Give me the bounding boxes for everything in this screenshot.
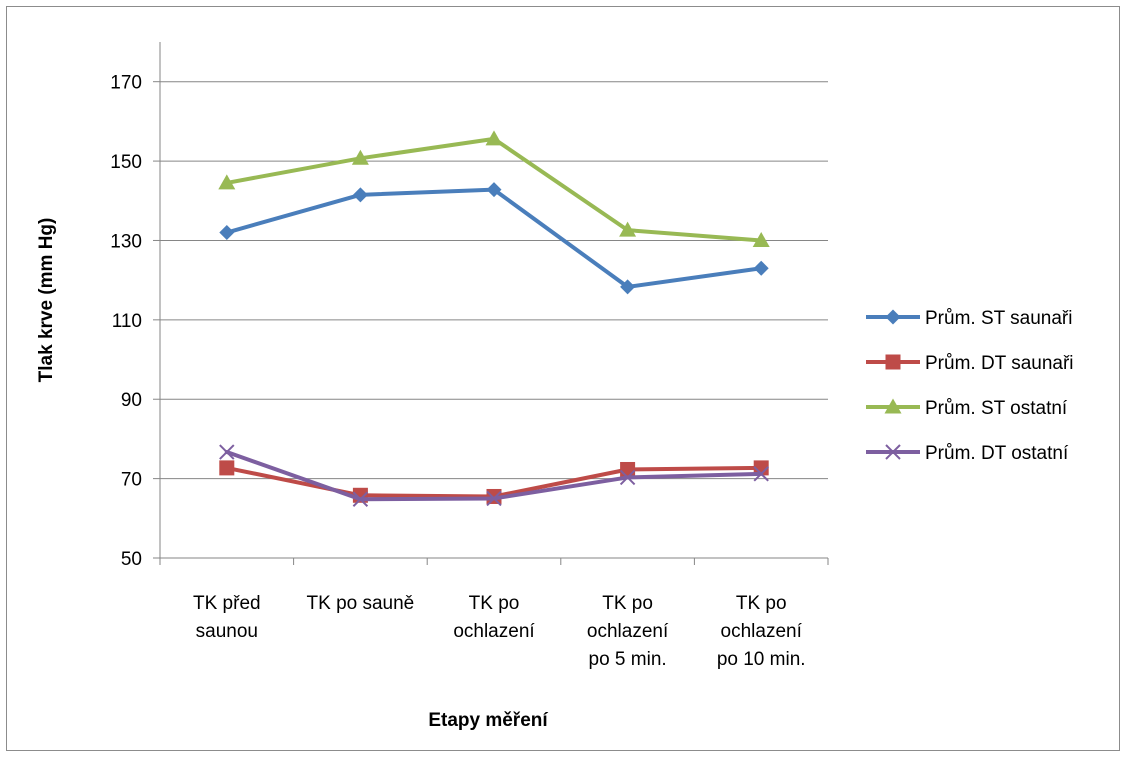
series-1 (219, 182, 769, 295)
y-tick-label: 110 (112, 311, 142, 332)
data-point (619, 469, 636, 486)
data-point (218, 174, 236, 190)
data-point (352, 491, 369, 507)
marker-stroke (352, 491, 369, 507)
legend-label: Prům. DT saunaři (925, 353, 1074, 374)
data-point (351, 149, 369, 165)
y-tick-label: 150 (110, 152, 142, 173)
data-point (485, 130, 503, 146)
data-point (219, 460, 235, 476)
legend-item: Prům. ST saunaři (866, 308, 1072, 329)
data-point (753, 466, 769, 482)
x-tick-label: TK po ochlazení (453, 593, 535, 642)
y-tick-label: 70 (121, 470, 142, 491)
legend-marker (885, 309, 901, 325)
y-tick-label: 50 (121, 549, 142, 570)
legend-label: Prům. DT ostatní (925, 443, 1069, 464)
y-tick-label: 170 (110, 73, 142, 94)
legend-item: Prům. DT saunaři (866, 353, 1074, 374)
data-point (219, 225, 235, 241)
data-point (219, 444, 235, 460)
legend-marker (885, 444, 901, 460)
x-tick-label: TK po ochlazení po 10 min. (717, 593, 806, 670)
legend-item: Prům. DT ostatní (866, 443, 1069, 464)
x-tick-label: TK po ochlazení po 5 min. (587, 593, 669, 670)
series-4 (219, 444, 769, 507)
legend: Prům. ST saunaři Prům. DT saunaři Prům. ST… (866, 308, 1074, 464)
y-tick-label: 130 (110, 231, 142, 252)
data-point (620, 279, 636, 295)
series-3 (218, 130, 770, 247)
marker-stroke (486, 490, 502, 507)
marker-stroke (753, 466, 769, 482)
data-point (619, 221, 637, 237)
legend-label: Prům. ST saunaři (925, 308, 1072, 329)
data-point (753, 260, 769, 276)
chart-frame (6, 6, 1120, 751)
x-tick-label: TK před saunou (193, 593, 261, 642)
legend-marker (885, 354, 901, 370)
data-point (620, 461, 636, 477)
data-point (486, 182, 502, 198)
x-tick-label: TK po sauně (307, 593, 415, 614)
y-axis-title: Tlak krve (mm Hg) (36, 218, 57, 383)
legend-label: Prům. ST ostatní (925, 398, 1068, 419)
x-axis-title: Etapy měření (428, 710, 548, 731)
marker-stroke (885, 444, 901, 460)
data-point (486, 490, 502, 507)
legend-marker (884, 398, 902, 414)
legend-item: Prům. ST ostatní (866, 398, 1068, 419)
data-point (753, 460, 769, 476)
data-point (352, 187, 368, 203)
marker-stroke (619, 469, 636, 486)
y-tick-label: 90 (121, 390, 142, 411)
data-point (752, 231, 770, 247)
series-line (224, 187, 764, 289)
marker-stroke (219, 444, 235, 460)
